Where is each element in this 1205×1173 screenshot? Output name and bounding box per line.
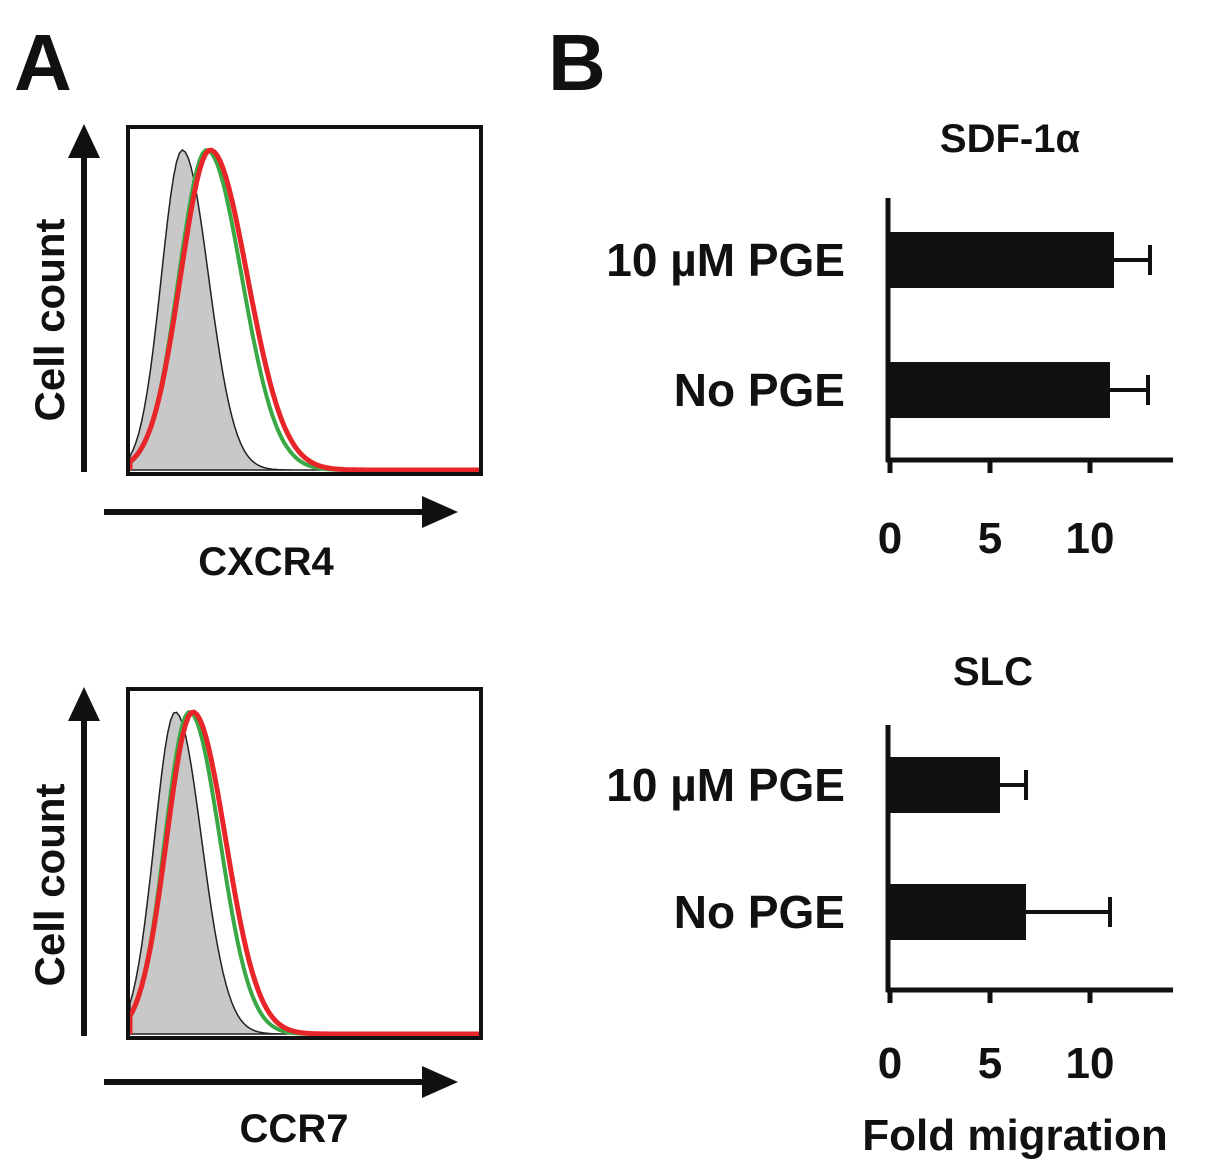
x-tick-label: 10 [1066,1039,1115,1088]
x-axis-label: CXCR4 [198,540,334,584]
category-label: No PGE [674,364,845,416]
category-label: No PGE [674,886,845,938]
y-axis-label: Cell count [26,783,73,986]
histogram-cxcr4: Cell count CXCR4 [26,124,483,584]
histogram-traces [127,147,479,473]
bar [890,884,1026,940]
bars: 10 µM PGE No PGE 0 5 10 [606,232,1152,563]
x-tick-label: 10 [1066,514,1115,563]
x-arrow-head [422,496,458,528]
histogram-trace-red-trace [127,147,479,473]
histogram-traces [127,709,479,1037]
y-axis-label: Cell count [26,218,73,421]
x-arrow-head [422,1066,458,1098]
x-tick-label: 0 [878,514,902,563]
x-axis-label: CCR7 [240,1107,349,1151]
histogram-trace-red-trace [127,709,479,1037]
y-arrow-head [68,687,100,721]
histogram-fill-isotype [129,711,479,1035]
bar-chart-slc: SLC 10 µM PGE No PGE 0 5 10 Fold migration [606,650,1173,1160]
bar [890,757,1000,813]
category-label: 10 µM PGE [606,759,845,811]
histogram-ccr7: Cell count CCR7 [26,687,483,1151]
bars: 10 µM PGE No PGE 0 5 10 [606,757,1114,1088]
y-arrow-head [68,124,100,158]
chart-title: SLC [953,650,1033,694]
category-label: 10 µM PGE [606,234,845,286]
plot-frame [126,125,483,476]
bar-chart-sdf1a: SDF-1α 10 µM PGE No PGE 0 5 10 [606,117,1173,563]
x-tick-label: 5 [978,514,1002,563]
histogram-fill-isotype [129,149,479,471]
plot-frame [126,687,483,1040]
x-axis-label: Fold migration [862,1111,1168,1160]
x-tick-label: 5 [978,1039,1002,1088]
x-tick-label: 0 [878,1039,902,1088]
chart-title: SDF-1α [940,117,1081,161]
panel-label-b: B [548,18,606,107]
panel-label-a: A [14,18,72,107]
bar [890,232,1114,288]
bar [890,362,1110,418]
